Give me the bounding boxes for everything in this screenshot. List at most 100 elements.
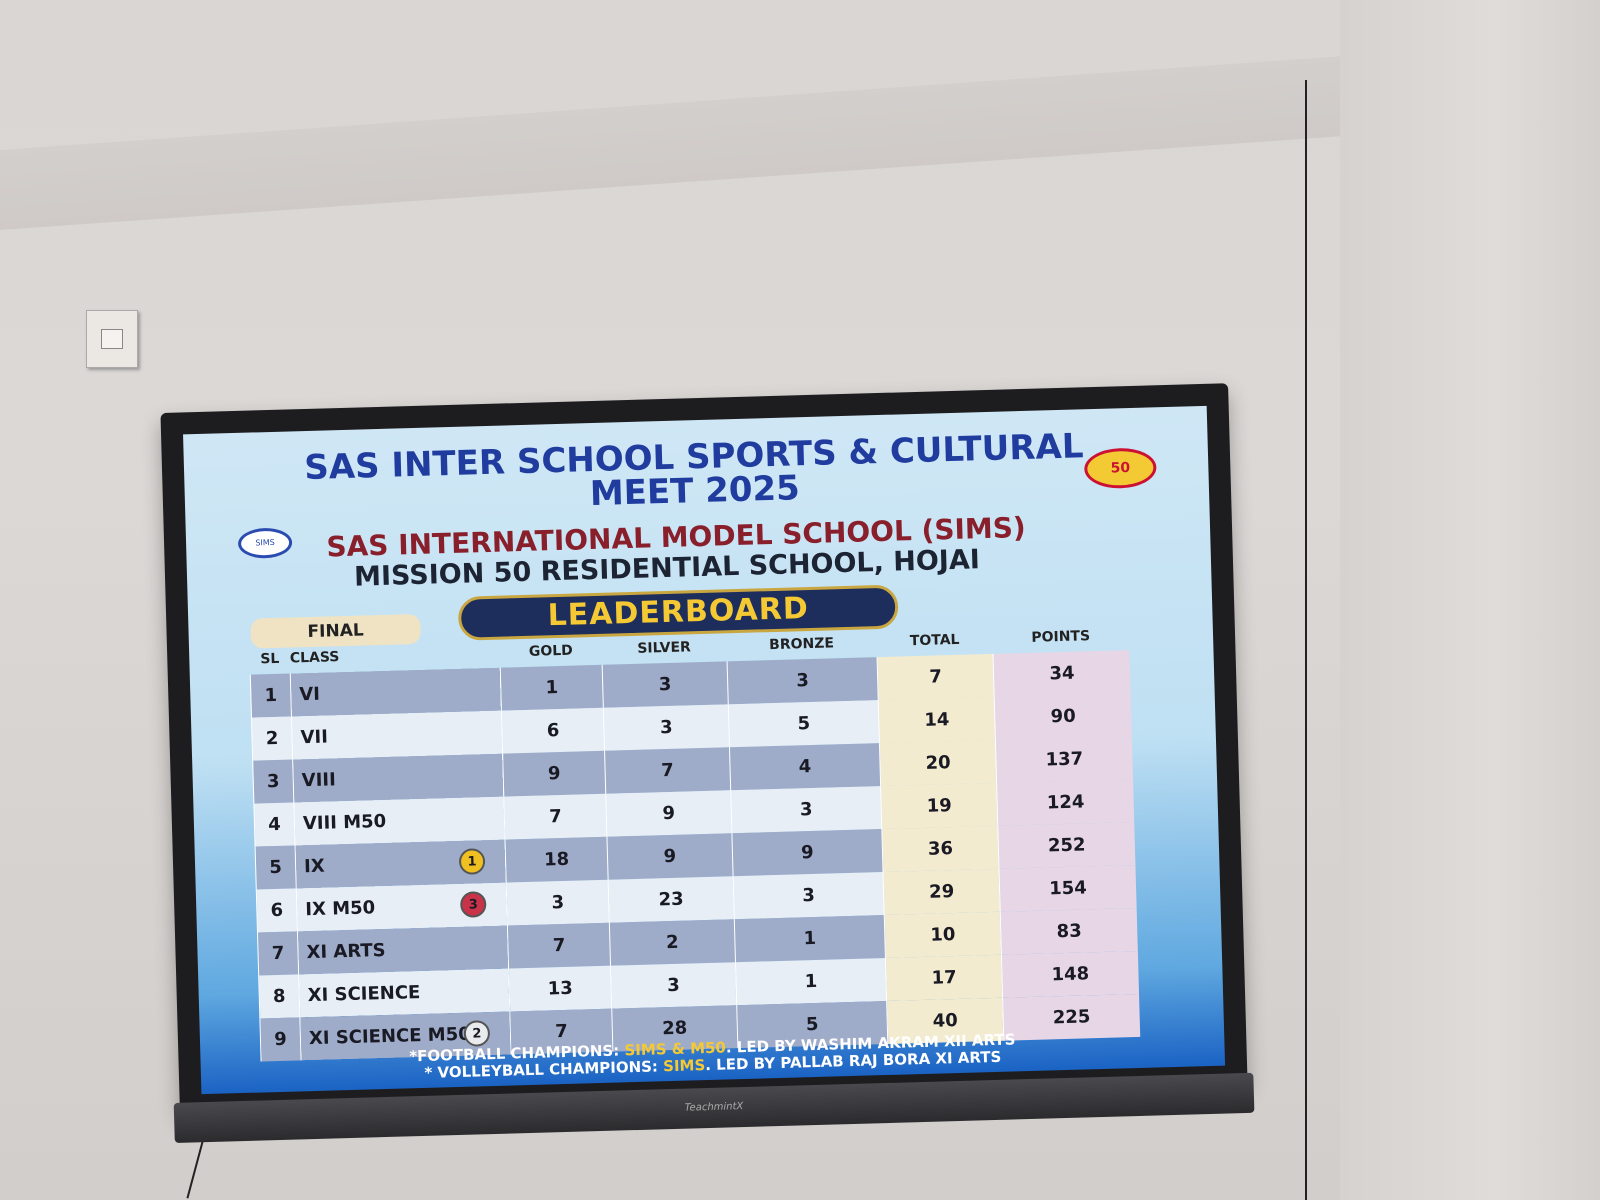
cell-total: 20: [879, 739, 997, 787]
column-header: TOTAL: [909, 631, 960, 650]
cell-silver: 23: [608, 876, 734, 923]
sl-value: 6: [270, 899, 284, 922]
sl-value: 3: [266, 770, 280, 793]
total-value: 29: [928, 881, 955, 903]
cell-points: 154: [998, 864, 1137, 912]
silver-value: 3: [659, 716, 673, 739]
cell-points: 83: [1000, 907, 1138, 955]
column-header: SILVER: [637, 639, 692, 657]
cell-bronze: 1: [735, 958, 887, 1006]
points-value: 148: [1051, 963, 1090, 986]
cell-sl: 8: [258, 974, 300, 1019]
cell-class: VII: [291, 710, 503, 760]
cell-gold: 18: [504, 836, 609, 883]
medal-icon: 1: [458, 848, 486, 875]
silver-value: 3: [658, 673, 672, 696]
cell-class: XI ARTS: [297, 925, 509, 975]
sl-value: 4: [267, 813, 282, 836]
cell-gold: 3: [506, 879, 610, 926]
gold-value: 6: [546, 720, 560, 742]
cell-silver: 9: [607, 833, 733, 880]
cell-silver: 9: [605, 790, 732, 837]
cell-gold: 7: [503, 793, 608, 840]
column-header: SL: [260, 650, 280, 668]
cell-bronze: 3: [730, 786, 883, 834]
sl-value: 5: [269, 856, 283, 879]
event-title: SAS INTER SCHOOL SPORTS & CULTURAL MEET 2…: [303, 426, 1084, 515]
bronze-value: 1: [804, 970, 818, 993]
bronze-value: 5: [805, 1013, 819, 1036]
wall-socket: [86, 310, 138, 368]
class-value: VI: [299, 683, 321, 706]
total-value: 19: [926, 795, 953, 817]
total-value: 10: [930, 924, 956, 946]
cell-gold: 9: [502, 750, 606, 797]
cell-bronze: 4: [729, 743, 881, 791]
gold-value: 9: [547, 763, 561, 785]
sl-value: 1: [264, 684, 278, 707]
cell-total: 7: [877, 653, 995, 701]
column-header: GOLD: [528, 642, 574, 660]
gold-value: 7: [554, 1020, 569, 1043]
bronze-value: 1: [803, 927, 817, 950]
points-value: 252: [1047, 834, 1086, 857]
class-value: VIII M50: [302, 810, 387, 835]
total-value: 40: [932, 1010, 959, 1032]
cell-total: 19: [880, 782, 998, 830]
cell-total: 17: [885, 954, 1003, 1001]
bronze-value: 3: [802, 884, 816, 907]
gold-value: 13: [547, 977, 574, 1000]
cell-sl: 2: [251, 716, 293, 761]
cell-class: VI: [290, 667, 502, 717]
leaderboard-screen: SAS INTER SCHOOL SPORTS & CULTURAL MEET 2…: [183, 405, 1226, 1095]
cable: [1305, 80, 1307, 1200]
cell-bronze: 9: [731, 829, 884, 877]
cell-class: XI SCIENCE: [298, 968, 510, 1018]
cell-class: IX 1: [295, 839, 507, 889]
class-value: IX M50: [305, 897, 376, 921]
gold-value: 18: [543, 848, 570, 871]
cell-points: 90: [994, 693, 1132, 740]
points-value: 124: [1046, 791, 1085, 814]
total-value: 36: [927, 838, 954, 860]
gold-value: 7: [552, 934, 566, 957]
smart-display: SAS INTER SCHOOL SPORTS & CULTURAL MEET 2…: [160, 383, 1255, 1143]
bronze-value: 9: [800, 841, 814, 864]
cell-points: 137: [995, 736, 1134, 783]
bronze-value: 5: [797, 713, 811, 735]
medal-icon: 3: [459, 891, 487, 918]
cell-points: 252: [997, 822, 1136, 869]
column-header: POINTS: [1031, 628, 1091, 646]
cell-total: 10: [884, 911, 1002, 959]
cell-gold: 7: [507, 922, 611, 969]
points-value: 90: [1050, 705, 1077, 728]
total-value: 14: [924, 709, 950, 731]
cell-points: 34: [992, 650, 1131, 697]
cell-gold: 1: [500, 664, 604, 711]
gold-value: 7: [548, 806, 563, 828]
gold-value: 1: [545, 677, 559, 699]
wall-pillar: [1340, 0, 1600, 1200]
silver-value: 2: [665, 931, 679, 954]
gold-value: 3: [551, 891, 565, 914]
cell-points: 124: [996, 779, 1135, 826]
silver-value: 9: [663, 845, 677, 868]
cell-total: 36: [882, 825, 999, 873]
class-value: VIII: [301, 769, 337, 792]
cell-sl: 7: [257, 931, 299, 976]
cell-class: VIII: [292, 753, 504, 803]
class-value: XI SCIENCE: [307, 982, 421, 1007]
cell-silver: 3: [610, 962, 737, 1009]
cell-sl: 4: [253, 802, 296, 847]
leaderboard-table: SL CLASS GOLD SILVER BRONZE TOTAL POINTS 1 VI 1 3…: [249, 620, 1141, 1062]
cell-class: IX M50 3: [296, 882, 508, 932]
cell-sl: 6: [256, 888, 298, 933]
total-value: 17: [931, 967, 957, 989]
cell-silver: 2: [609, 919, 736, 966]
bronze-value: 3: [796, 670, 810, 692]
total-value: 20: [925, 752, 951, 774]
cell-silver: 3: [603, 704, 730, 751]
silver-value: 3: [666, 974, 681, 997]
cell-gold: 13: [508, 965, 612, 1012]
cell-bronze: 5: [727, 700, 880, 748]
